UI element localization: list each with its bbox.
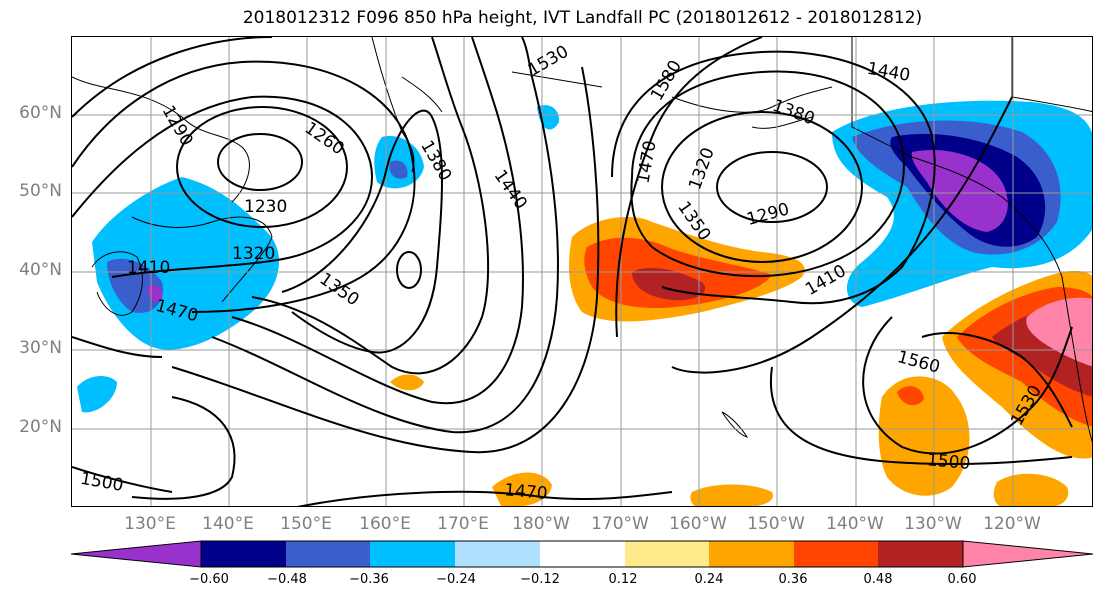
contour-label-1410-east: 1410: [802, 261, 849, 300]
map-panel: 1290 1260 1230 1320 1410 1470 1350 1380 …: [71, 36, 1093, 507]
lat-label-50n: 50°N: [0, 181, 62, 201]
ivt-positive-region-southeast: [994, 474, 1069, 507]
contour-label-1500-west: 1500: [79, 469, 125, 496]
colorbar-tick-neg048: −0.48: [257, 572, 317, 587]
contour-label-1580: 1580: [647, 57, 686, 104]
lat-label-40n: 40°N: [0, 260, 62, 280]
contour-label-1290-west: 1290: [158, 102, 197, 149]
colorbar-tick-048: 0.48: [848, 572, 908, 587]
contour-label-1440-east: 1440: [866, 59, 912, 86]
contour-label-1320-east: 1320: [685, 145, 719, 192]
contour-label-1560: 1560: [895, 347, 942, 378]
lon-label-180w: 180°W: [501, 514, 581, 534]
lon-label-160w: 160°W: [658, 514, 738, 534]
contour-label-1410-west: 1410: [127, 258, 170, 278]
ivt-positive-region-south-hawaii: [690, 485, 773, 508]
colorbar-segment: [709, 541, 794, 567]
lon-label-130w: 130°W: [893, 514, 973, 534]
lon-label-140w: 140°W: [815, 514, 895, 534]
colorbar-tick-036: 0.36: [763, 572, 823, 587]
contour-label-1260-west: 1260: [301, 118, 348, 159]
colorbar-tick-012: 0.12: [593, 572, 653, 587]
colorbar-segment: [540, 541, 625, 567]
lat-label-60n: 60°N: [0, 103, 62, 123]
lon-label-150e: 150°E: [266, 514, 346, 534]
lon-label-170w: 170°W: [580, 514, 660, 534]
colorbar-tick-060: 0.60: [932, 572, 992, 587]
contour-label-1500-east: 1500: [926, 450, 971, 474]
colorbar-segment: [201, 541, 286, 567]
colorbar-tick-neg012: −0.12: [510, 572, 570, 587]
ivt-positive-spot-midpacific: [390, 375, 424, 391]
lon-label-140e: 140°E: [188, 514, 268, 534]
map-canvas: 1290 1260 1230 1320 1410 1470 1350 1380 …: [72, 37, 1093, 507]
colorbar-left-arrow: [71, 541, 201, 567]
ivt-negative-region-ryukyu: [77, 376, 117, 412]
map-title: 2018012312 F096 850 hPa height, IVT Land…: [0, 8, 1105, 28]
colorbar-segment: [878, 541, 963, 567]
colorbar-segment: [794, 541, 878, 567]
lon-label-160e: 160°E: [345, 514, 425, 534]
contour-label-1470-south: 1470: [503, 480, 548, 504]
lon-label-120w: 120°W: [972, 514, 1052, 534]
colorbar-tick-neg024: −0.24: [426, 572, 486, 587]
colorbar-segment: [455, 541, 540, 567]
colorbar-tick-024: 0.24: [679, 572, 739, 587]
colorbar-segment: [370, 541, 455, 567]
colorbar-segments: [201, 541, 963, 567]
contour-label-1320-west: 1320: [232, 244, 275, 264]
contour-label-1530: 1530: [525, 42, 572, 81]
colorbar-tick-neg060: −0.60: [179, 572, 239, 587]
ivt-positive-region-subtropic: [879, 376, 970, 495]
colorbar-right-arrow: [963, 541, 1093, 567]
lat-label-30n: 30°N: [0, 338, 62, 358]
contour-label-1230: 1230: [244, 197, 287, 217]
contour-label-1290-east: 1290: [745, 199, 792, 230]
colorbar-segment: [625, 541, 709, 567]
lon-label-130e: 130°E: [110, 514, 190, 534]
colorbar-tick-neg036: −0.36: [339, 572, 399, 587]
colorbar: [71, 540, 1093, 568]
contour-label-1350-west: 1350: [316, 269, 363, 310]
lon-label-150w: 150°W: [736, 514, 816, 534]
contour-label-1440-west: 1440: [490, 166, 531, 213]
lat-label-20n: 20°N: [0, 417, 62, 437]
colorbar-segment: [286, 541, 370, 567]
lon-label-170e: 170°E: [423, 514, 503, 534]
